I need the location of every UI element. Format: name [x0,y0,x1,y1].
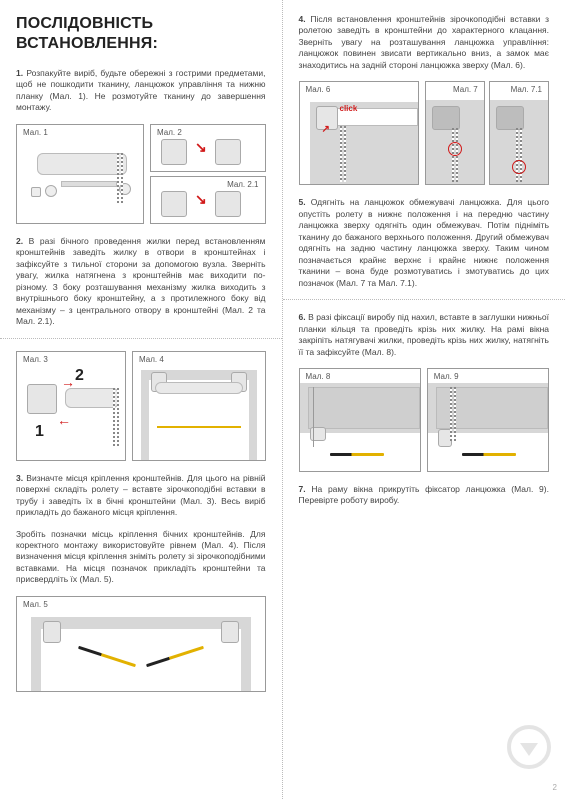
step-5-text: 5. Одягніть на ланцюжок обмежувачі ланцю… [299,197,550,289]
figure-1-label: Мал. 1 [23,128,48,138]
step-5-body: Одягніть на ланцюжок обмежувачі ланцюжка… [299,197,550,287]
step-3-text-a: 3. Визначте місця кріплення кронштейнів.… [16,473,266,519]
page-title: ПОСЛІДОВНІСТЬ ВСТАНОВЛЕННЯ: [16,14,266,54]
figure-6-label: Мал. 6 [306,85,331,95]
figure-2-label: Мал. 2 [157,128,182,138]
figure-7-stack: Мал. 7 Мал. 7.1 [425,81,550,185]
step-6-text: 6. В разі фіксації виробу під нахил, вст… [299,312,550,358]
step-6-num: 6. [299,312,306,322]
step-1-body: Розпакуйте виріб, будьте обережні з гост… [16,68,266,112]
figure-8: Мал. 8 [299,368,421,472]
figure-9-label: Мал. 9 [434,372,459,382]
step-3-text-b: Зробіть позначки місць кріплення бічних … [16,529,266,586]
figure-2-1-label: Мал. 2.1 [227,180,258,190]
figure-1: Мал. 1 [16,124,144,224]
figure-8-label: Мал. 8 [306,372,331,382]
step-3-num: 3. [16,473,23,483]
figure-2-stack: Мал. 2 ↘ Мал. 2.1 ↘ [150,124,266,224]
step-3-body-a: Визначте місця кріплення кронштейнів. Дл… [16,473,266,517]
figure-3: Мал. 3 → ← 2 1 [16,351,126,461]
step-4-text: 4. Після встановлення кронштейнів зірочк… [299,14,550,71]
step-7-text: 7. На раму вікна прикрутіть фіксатор лан… [299,484,550,507]
step-7-num: 7. [299,484,306,494]
figure-row-1: Мал. 1 Мал. 2 ↘ [16,124,266,224]
figure-9: Мал. 9 [427,368,549,472]
watermark-icon [507,725,551,769]
figure-3-arrow-1: 1 [35,422,44,442]
figure-5: Мал. 5 [16,596,266,692]
figure-row-2: Мал. 3 → ← 2 1 Мал. 4 [16,351,266,461]
figure-4-label: Мал. 4 [139,355,164,365]
step-1-num: 1. [16,68,23,78]
figure-5-label: Мал. 5 [23,600,48,610]
figure-7-label: Мал. 7 [453,85,478,95]
step-5-num: 5. [299,197,306,207]
step-6-body: В разі фіксації виробу під нахил, вставт… [299,312,550,356]
step-2-num: 2. [16,236,23,246]
horizontal-divider-right [283,299,565,300]
figure-6: Мал. 6 click ↗ [299,81,419,185]
figure-4: Мал. 4 [132,351,266,461]
page: ПОСЛІДОВНІСТЬ ВСТАНОВЛЕННЯ: 1. Розпакуйт… [0,0,565,799]
step-4-body: Після встановлення кронштейнів зірочкопо… [299,14,550,70]
step-7-body: На раму вікна прикрутіть фіксатор ланцюж… [299,484,549,505]
step-3-body-b: Зробіть позначки місць кріплення бічних … [16,529,266,585]
figure-row-3: Мал. 5 [16,596,266,692]
figure-row-5: Мал. 8 Мал. 9 [299,368,550,472]
figure-7-1: Мал. 7.1 [489,81,549,185]
figure-7: Мал. 7 [425,81,485,185]
figure-2: Мал. 2 ↘ [150,124,266,172]
step-2-text: 2. В разі бічного проведення жилки перед… [16,236,266,328]
horizontal-divider-left [0,338,282,339]
figure-3-arrow-2: 2 [75,366,84,386]
right-column: 4. Після встановлення кронштейнів зірочк… [283,0,565,799]
step-4-num: 4. [299,14,306,24]
figure-2-1: Мал. 2.1 ↘ [150,176,266,224]
step-2-body: В разі бічного проведення жилки перед вс… [16,236,266,326]
page-number: 2 [553,783,557,793]
figure-3-label: Мал. 3 [23,355,48,365]
figure-7-1-label: Мал. 7.1 [511,85,542,95]
figure-row-4: Мал. 6 click ↗ Мал. 7 М [299,81,550,185]
click-label: click [340,104,358,114]
step-1-text: 1. Розпакуйте виріб, будьте обережні з г… [16,68,266,114]
left-column: ПОСЛІДОВНІСТЬ ВСТАНОВЛЕННЯ: 1. Розпакуйт… [0,0,283,799]
